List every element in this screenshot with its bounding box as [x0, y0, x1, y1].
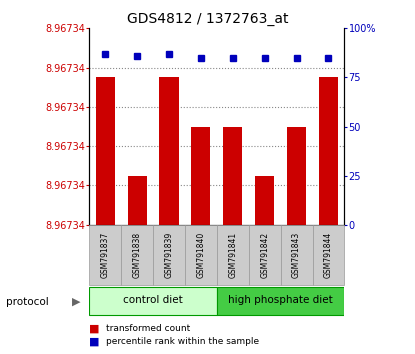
Text: GSM791838: GSM791838 [132, 232, 142, 278]
Text: ■: ■ [89, 324, 100, 333]
Bar [89, 225, 121, 285]
Text: ■: ■ [89, 337, 100, 347]
Bar [255, 176, 274, 225]
Bar [287, 126, 306, 225]
Bar [191, 126, 210, 225]
Bar [319, 78, 338, 225]
Bar [127, 176, 146, 225]
Text: GSM791840: GSM791840 [196, 232, 205, 278]
Text: GSM791843: GSM791843 [292, 232, 301, 278]
Bar [121, 225, 153, 285]
Text: GSM791841: GSM791841 [228, 232, 237, 278]
Bar [281, 225, 312, 285]
Text: control diet: control diet [123, 295, 183, 305]
Text: GSM791839: GSM791839 [164, 232, 173, 278]
Bar [312, 225, 344, 285]
Text: ▶: ▶ [73, 297, 81, 307]
Text: GSM791842: GSM791842 [260, 232, 269, 278]
Bar [95, 78, 115, 225]
Bar [159, 78, 178, 225]
Text: GSM791844: GSM791844 [324, 232, 333, 278]
Bar [185, 225, 217, 285]
Bar [153, 225, 185, 285]
Text: high phosphate diet: high phosphate diet [228, 295, 333, 305]
Bar [223, 126, 242, 225]
Text: protocol: protocol [6, 297, 49, 307]
Bar [89, 287, 217, 315]
Text: percentile rank within the sample: percentile rank within the sample [106, 337, 259, 346]
Text: GSM791837: GSM791837 [101, 232, 110, 278]
Text: GDS4812 / 1372763_at: GDS4812 / 1372763_at [127, 12, 288, 27]
Bar [217, 225, 249, 285]
Bar [217, 287, 344, 315]
Bar [249, 225, 281, 285]
Text: transformed count: transformed count [106, 324, 190, 333]
